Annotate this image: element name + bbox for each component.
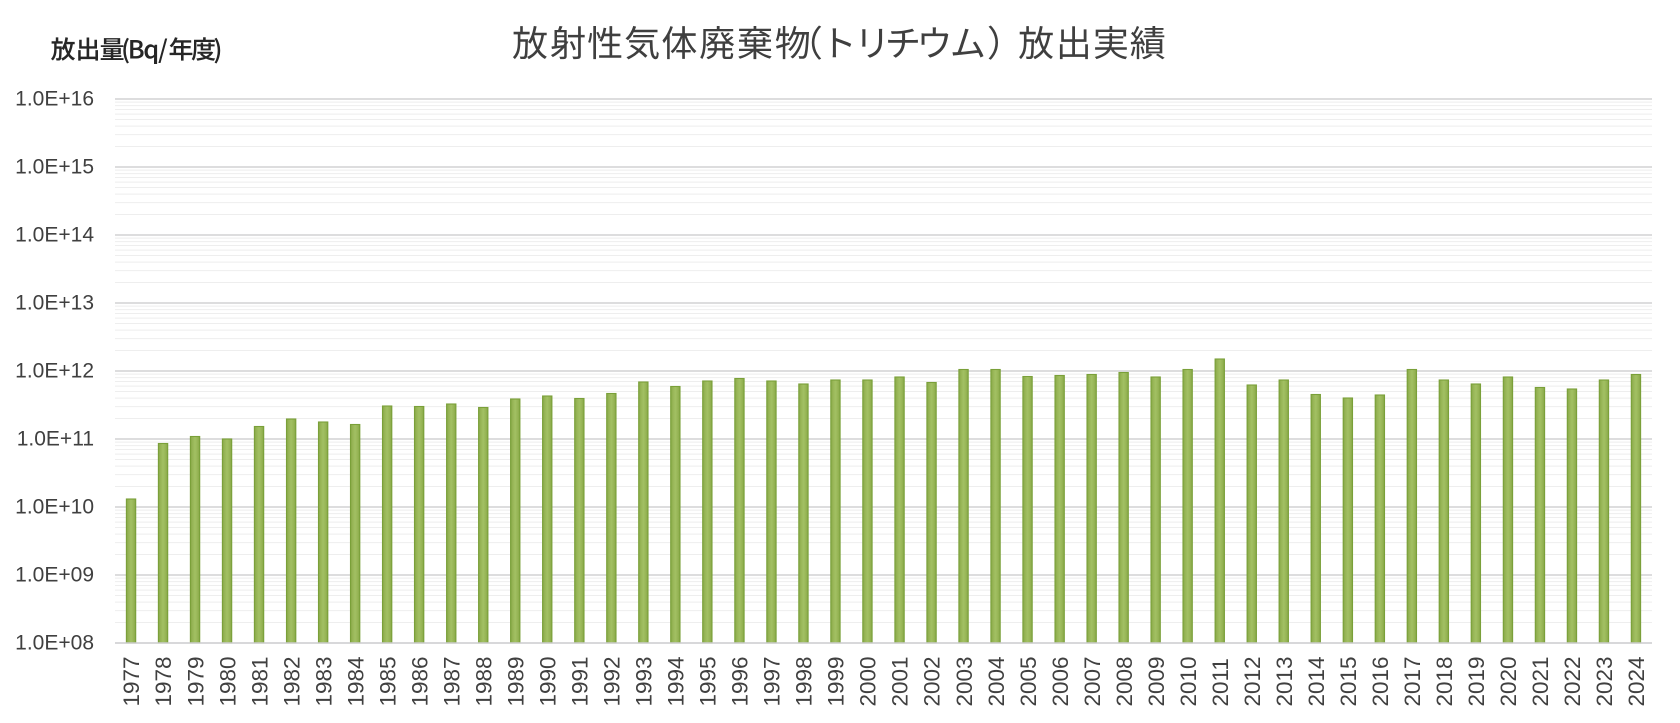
- svg-text:2010: 2010: [1176, 656, 1201, 706]
- svg-text:2016: 2016: [1368, 656, 1393, 706]
- svg-text:2014: 2014: [1304, 656, 1329, 706]
- svg-text:1.0E+11: 1.0E+11: [17, 428, 94, 451]
- svg-text:1.0E+16: 1.0E+16: [15, 88, 94, 111]
- svg-text:1.0E+10: 1.0E+10: [15, 496, 94, 519]
- svg-text:2018: 2018: [1432, 656, 1457, 706]
- svg-text:2005: 2005: [1016, 656, 1041, 706]
- svg-text:1992: 1992: [600, 656, 625, 706]
- svg-text:2023: 2023: [1592, 656, 1617, 706]
- svg-text:1984: 1984: [343, 656, 368, 706]
- svg-text:2008: 2008: [1112, 656, 1137, 706]
- svg-text:2011: 2011: [1208, 658, 1233, 706]
- svg-text:1.0E+13: 1.0E+13: [15, 292, 94, 315]
- svg-text:1994: 1994: [664, 656, 689, 706]
- svg-text:1983: 1983: [311, 656, 336, 706]
- svg-text:2002: 2002: [920, 656, 945, 706]
- svg-text:1991: 1991: [568, 656, 593, 706]
- svg-text:1998: 1998: [792, 656, 817, 706]
- svg-text:2017: 2017: [1400, 656, 1425, 706]
- svg-text:2024: 2024: [1624, 656, 1649, 706]
- svg-text:1987: 1987: [439, 656, 464, 706]
- svg-text:2019: 2019: [1464, 656, 1489, 706]
- svg-text:1990: 1990: [536, 656, 561, 706]
- svg-text:1982: 1982: [279, 656, 304, 706]
- svg-text:1977: 1977: [119, 656, 144, 706]
- svg-text:1999: 1999: [824, 656, 849, 706]
- svg-text:2020: 2020: [1496, 656, 1521, 706]
- svg-text:1995: 1995: [696, 656, 721, 706]
- svg-text:2006: 2006: [1048, 656, 1073, 706]
- svg-text:2022: 2022: [1560, 656, 1585, 706]
- svg-text:2000: 2000: [856, 656, 881, 706]
- svg-text:1996: 1996: [728, 656, 753, 706]
- svg-text:1980: 1980: [215, 656, 240, 706]
- svg-text:1989: 1989: [504, 656, 529, 706]
- svg-text:2001: 2001: [888, 656, 913, 706]
- svg-text:1.0E+15: 1.0E+15: [15, 156, 94, 179]
- svg-text:1.0E+09: 1.0E+09: [15, 564, 94, 587]
- svg-text:1981: 1981: [247, 656, 272, 706]
- svg-text:1988: 1988: [471, 656, 496, 706]
- svg-text:1993: 1993: [632, 656, 657, 706]
- svg-text:2021: 2021: [1528, 656, 1553, 706]
- svg-text:1.0E+14: 1.0E+14: [15, 224, 94, 247]
- svg-text:2004: 2004: [984, 656, 1009, 706]
- svg-text:2013: 2013: [1272, 656, 1297, 706]
- svg-text:2012: 2012: [1240, 656, 1265, 706]
- svg-text:2015: 2015: [1336, 656, 1361, 706]
- svg-text:1986: 1986: [407, 656, 432, 706]
- svg-text:1979: 1979: [183, 656, 208, 706]
- svg-text:2009: 2009: [1144, 656, 1169, 706]
- svg-text:1978: 1978: [151, 656, 176, 706]
- svg-text:1997: 1997: [760, 656, 785, 706]
- svg-text:1.0E+08: 1.0E+08: [15, 632, 94, 655]
- svg-text:1985: 1985: [375, 656, 400, 706]
- svg-text:1.0E+12: 1.0E+12: [15, 360, 94, 383]
- svg-text:2003: 2003: [952, 656, 977, 706]
- svg-text:2007: 2007: [1080, 656, 1105, 706]
